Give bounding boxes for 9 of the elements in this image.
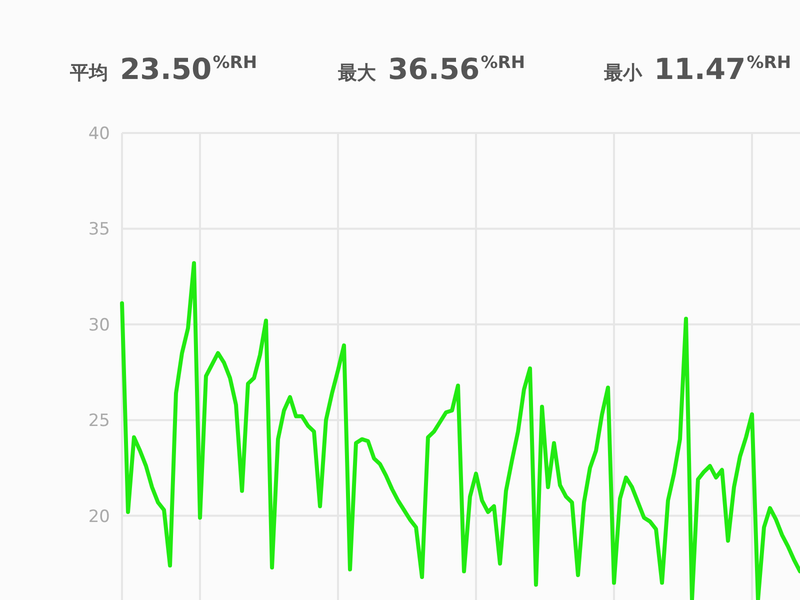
y-tick-label: 20 [88,506,110,527]
y-tick-label: 35 [88,220,110,240]
y-tick-label: 30 [88,315,110,336]
y-tick-label: 40 [88,124,110,144]
text: 最小 11.47$^{%RH}$ [604,52,792,86]
text: 平均 23.50$^{%RH}$ [70,52,258,86]
line-series [120,261,800,600]
text: 最大 36.56$^{%RH}$ [338,52,526,86]
y-tick-label: 25 [88,411,110,432]
